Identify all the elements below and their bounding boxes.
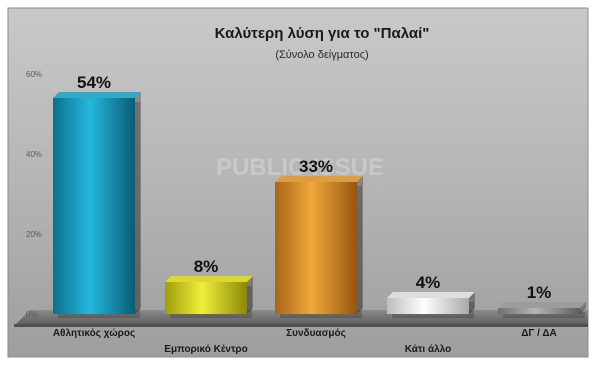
value-label: 4% <box>416 273 441 292</box>
value-label: 8% <box>194 257 219 276</box>
bar-front <box>387 298 469 314</box>
category-label: ΔΓ / ΔΑ <box>521 328 557 339</box>
bar-top <box>275 176 363 182</box>
bar-front <box>275 182 357 314</box>
y-tick-label: 40% <box>26 150 42 159</box>
chart-subtitle: (Σύνολο δείγματος) <box>275 49 368 61</box>
bar-front <box>165 282 247 314</box>
chart-title: Καλύτερη λύση για το "Παλαί" <box>215 25 430 42</box>
bar <box>165 276 253 318</box>
category-label: Κάτι άλλο <box>405 344 451 355</box>
value-label: 54% <box>77 73 111 92</box>
bar <box>387 292 475 318</box>
bar-side <box>357 176 363 314</box>
bar-side <box>469 292 475 314</box>
bar-top <box>387 292 475 298</box>
bar <box>53 92 141 318</box>
bar-top <box>498 302 586 308</box>
value-label: 1% <box>527 283 552 302</box>
bar-side <box>135 92 141 314</box>
bar-side <box>580 302 586 314</box>
bar-side <box>247 276 253 314</box>
bar-front <box>53 98 135 314</box>
category-label: Εμπορικό Κέντρο <box>164 344 247 355</box>
category-label: Συνδυασμός <box>286 328 346 339</box>
chart-baseline <box>14 324 588 327</box>
bar <box>275 176 363 318</box>
category-label: Αθλητικός χώρος <box>53 328 135 339</box>
bar <box>498 302 586 318</box>
y-tick-label: 20% <box>26 230 42 239</box>
y-tick-label: 0% <box>26 310 38 319</box>
bar-front <box>498 308 580 314</box>
value-label: 33% <box>299 157 333 176</box>
bar-top <box>165 276 253 282</box>
bar-shadow <box>503 312 585 318</box>
bar-top <box>53 92 141 98</box>
bars-group <box>53 92 586 318</box>
y-tick-label: 60% <box>26 70 42 79</box>
